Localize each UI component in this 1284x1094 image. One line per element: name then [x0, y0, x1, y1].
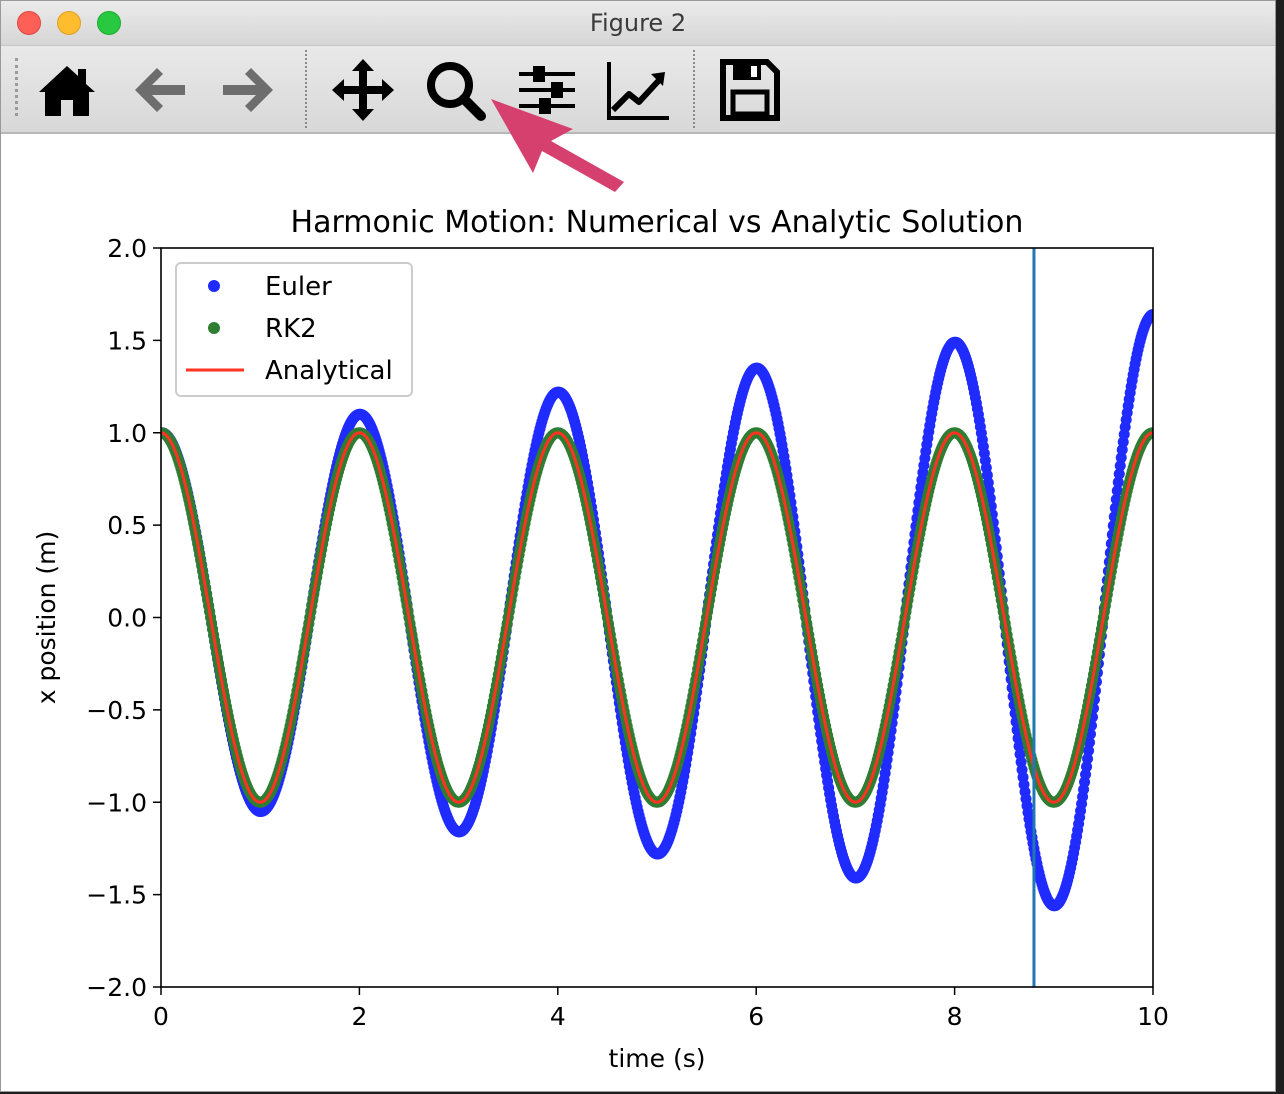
x-tick-label: 2 [351, 1002, 367, 1031]
y-tick-label: 2.0 [107, 234, 147, 263]
zoom-icon [427, 62, 486, 121]
minimize-window-button[interactable] [57, 11, 81, 35]
data-point [1112, 476, 1124, 488]
legend-item: Analytical [186, 356, 393, 386]
floppy-disk-icon [720, 59, 780, 121]
toolbar-separator [693, 50, 695, 128]
x-tick-label: 4 [550, 1002, 566, 1031]
analytical-series [161, 431, 1153, 804]
data-point [1083, 745, 1095, 757]
y-tick-label: −2.0 [86, 973, 147, 1002]
data-point [1110, 493, 1122, 505]
data-point [1147, 309, 1153, 321]
x-axis-label: time (s) [609, 1044, 706, 1073]
y-axis-label: x position (m) [32, 531, 61, 705]
y-tick-label: 1.0 [107, 419, 147, 448]
legend-marker [208, 322, 220, 334]
customize-button[interactable] [603, 54, 675, 126]
chart: 2.0 1.5 1.0 0.5 0.0 −0.5 −1.0 −1.5 −2.00 2 4 6 8 10 Ha… [32, 205, 1169, 1073]
y-tick-label: 1.5 [107, 326, 147, 355]
data-point [1111, 485, 1123, 497]
arrow-right-icon [223, 68, 273, 112]
plot-series [161, 309, 1153, 912]
data-point [1082, 753, 1094, 765]
data-point [1113, 468, 1125, 480]
move-icon [332, 59, 394, 121]
line-chart-icon [607, 62, 669, 120]
data-point [1084, 736, 1096, 748]
close-window-button[interactable] [17, 11, 41, 35]
subplots-button[interactable] [511, 54, 583, 126]
window-title: Figure 2 [589, 9, 687, 37]
navigation-toolbar [1, 46, 1275, 134]
home-button[interactable] [31, 54, 103, 126]
legend-box [175, 262, 413, 397]
x-tick-label: 6 [748, 1002, 764, 1031]
toolbar-separator [305, 50, 307, 128]
plot-canvas[interactable]: 2.0 1.5 1.0 0.5 0.0 −0.5 −1.0 −1.5 −2.0 0 2 4 6 8 10 Ha… [1, 134, 1275, 1091]
y-tick-label: 0.5 [107, 511, 147, 540]
y-tick-label: −1.0 [86, 788, 147, 817]
y-tick-label: −1.5 [86, 881, 147, 910]
zoom-button[interactable] [419, 54, 491, 126]
toolbar-grip[interactable] [15, 58, 18, 116]
legend-item: Euler [208, 272, 332, 302]
forward-button[interactable] [213, 54, 285, 126]
arrow-left-icon [135, 68, 185, 112]
maximize-window-button[interactable] [97, 11, 121, 35]
y-tick-label: 0.0 [107, 604, 147, 633]
y-tick-label: −0.5 [86, 696, 147, 725]
data-point [1114, 460, 1126, 472]
chart-title: Harmonic Motion: Numerical vs Analytic S… [291, 205, 1024, 240]
legend: Euler RK2 Analytical [175, 262, 413, 397]
back-button[interactable] [123, 54, 195, 126]
legend-marker [208, 280, 220, 292]
legend-label: Analytical [265, 356, 393, 386]
home-icon [39, 66, 95, 116]
pan-button[interactable] [327, 54, 399, 126]
legend-label: RK2 [265, 314, 317, 344]
save-button[interactable] [713, 54, 785, 126]
legend-item: RK2 [208, 314, 317, 344]
x-tick-label: 0 [153, 1002, 169, 1031]
rk2-series [161, 427, 1153, 808]
legend-label: Euler [265, 272, 332, 302]
x-tick-label: 10 [1137, 1002, 1169, 1031]
title-bar: Figure 2 [1, 1, 1275, 46]
x-tick-label: 8 [947, 1002, 963, 1031]
sliders-icon [519, 66, 575, 114]
